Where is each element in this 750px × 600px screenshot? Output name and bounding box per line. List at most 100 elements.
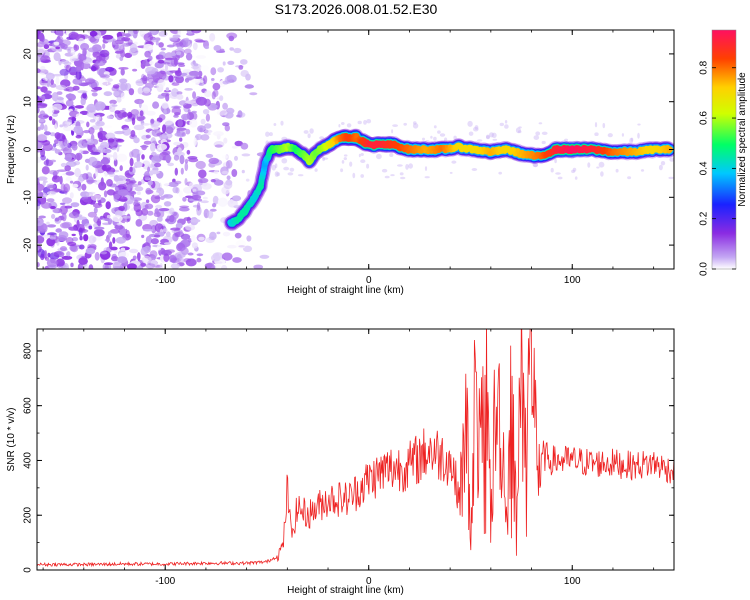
noise-blob	[105, 201, 111, 210]
noise-blob	[52, 103, 63, 111]
noise-blob	[39, 103, 48, 107]
noise-blob	[164, 242, 171, 245]
noise-blob	[189, 119, 198, 128]
noise-blob	[168, 52, 177, 57]
noise-blob	[133, 137, 140, 144]
noise-blob	[134, 186, 144, 192]
noise-blob	[54, 149, 61, 154]
noise-blob	[191, 184, 203, 193]
y-tick-label: 600	[23, 397, 34, 414]
noise-blob	[86, 121, 90, 128]
noise-blob	[210, 179, 216, 183]
noise-blob	[160, 47, 166, 51]
noise-blob	[538, 122, 543, 125]
noise-blob	[175, 222, 183, 229]
noise-blob	[179, 154, 185, 165]
noise-blob	[213, 179, 224, 186]
noise-blob	[142, 75, 148, 85]
noise-blob	[150, 118, 155, 124]
noise-blob	[176, 94, 184, 100]
noise-blob	[193, 137, 197, 146]
spectrogram-y-ticks: -20 -10 0 10 20	[23, 48, 674, 252]
noise-blob	[155, 40, 159, 46]
noise-blob	[49, 236, 56, 240]
noise-blob	[65, 176, 72, 182]
noise-blob	[158, 31, 168, 37]
noise-blob	[117, 189, 129, 196]
noise-blob	[97, 218, 102, 227]
noise-blob	[233, 205, 242, 209]
noise-blob	[234, 140, 243, 147]
noise-blob	[37, 72, 46, 79]
y-tick-label: -20	[23, 237, 34, 252]
noise-blob	[143, 140, 152, 145]
noise-blob	[175, 187, 180, 194]
noise-blob	[147, 180, 153, 186]
noise-blob	[232, 257, 242, 263]
noise-blob	[205, 262, 215, 269]
noise-blob	[271, 164, 276, 171]
noise-blob	[143, 87, 151, 94]
noise-blob	[234, 155, 238, 161]
noise-blob	[98, 138, 104, 143]
noise-blob	[204, 90, 212, 98]
noise-blob	[214, 144, 223, 148]
noise-blob	[349, 161, 353, 167]
noise-blob	[54, 132, 61, 140]
x-tick-label: 0	[366, 576, 372, 587]
noise-blob	[504, 120, 508, 124]
noise-blob	[637, 123, 641, 126]
x-tick-label: -100	[155, 576, 175, 587]
noise-blob	[103, 91, 113, 97]
noise-blob	[204, 45, 210, 50]
noise-blob	[216, 109, 228, 116]
y-tick-label: 10	[23, 96, 34, 108]
noise-blob	[209, 231, 217, 241]
noise-blob	[56, 239, 60, 246]
noise-blob	[131, 117, 136, 126]
noise-blob	[70, 51, 76, 56]
noise-blob	[110, 246, 118, 251]
noise-blob	[87, 138, 94, 146]
noise-blob	[120, 81, 128, 91]
noise-blob	[219, 95, 224, 102]
noise-blob	[221, 155, 228, 159]
noise-blob	[176, 127, 187, 131]
noise-blob	[124, 33, 131, 38]
noise-blob	[97, 145, 106, 154]
noise-blob	[174, 252, 186, 259]
noise-blob	[196, 202, 201, 211]
noise-blob	[145, 263, 156, 269]
noise-blob	[211, 104, 218, 109]
noise-blob	[221, 170, 229, 175]
noise-blob	[52, 208, 62, 214]
noise-blob	[56, 91, 63, 95]
noise-blob	[630, 137, 634, 142]
noise-blob	[55, 228, 62, 233]
noise-blob	[178, 64, 186, 67]
noise-blob	[40, 55, 51, 63]
noise-blob	[189, 182, 194, 189]
noise-blob	[148, 55, 153, 61]
noise-blob	[65, 86, 75, 92]
noise-blob	[192, 91, 197, 99]
noise-blob	[151, 151, 157, 156]
noise-blob	[185, 258, 197, 267]
noise-blob	[104, 238, 111, 242]
noise-blob	[74, 167, 81, 178]
noise-blob	[154, 162, 162, 168]
noise-blob	[79, 110, 89, 115]
noise-blob	[152, 101, 160, 109]
noise-blob	[62, 197, 72, 204]
noise-blob	[169, 215, 175, 223]
noise-blob	[137, 181, 142, 186]
noise-blob	[197, 125, 206, 133]
snr-y-ticks: 0 200 400 600 800	[23, 342, 674, 573]
noise-blob	[130, 130, 136, 138]
noise-blob	[191, 65, 200, 70]
noise-blob	[557, 176, 563, 180]
noise-blob	[216, 231, 221, 235]
noise-blob	[422, 137, 425, 141]
noise-blob	[43, 131, 51, 136]
